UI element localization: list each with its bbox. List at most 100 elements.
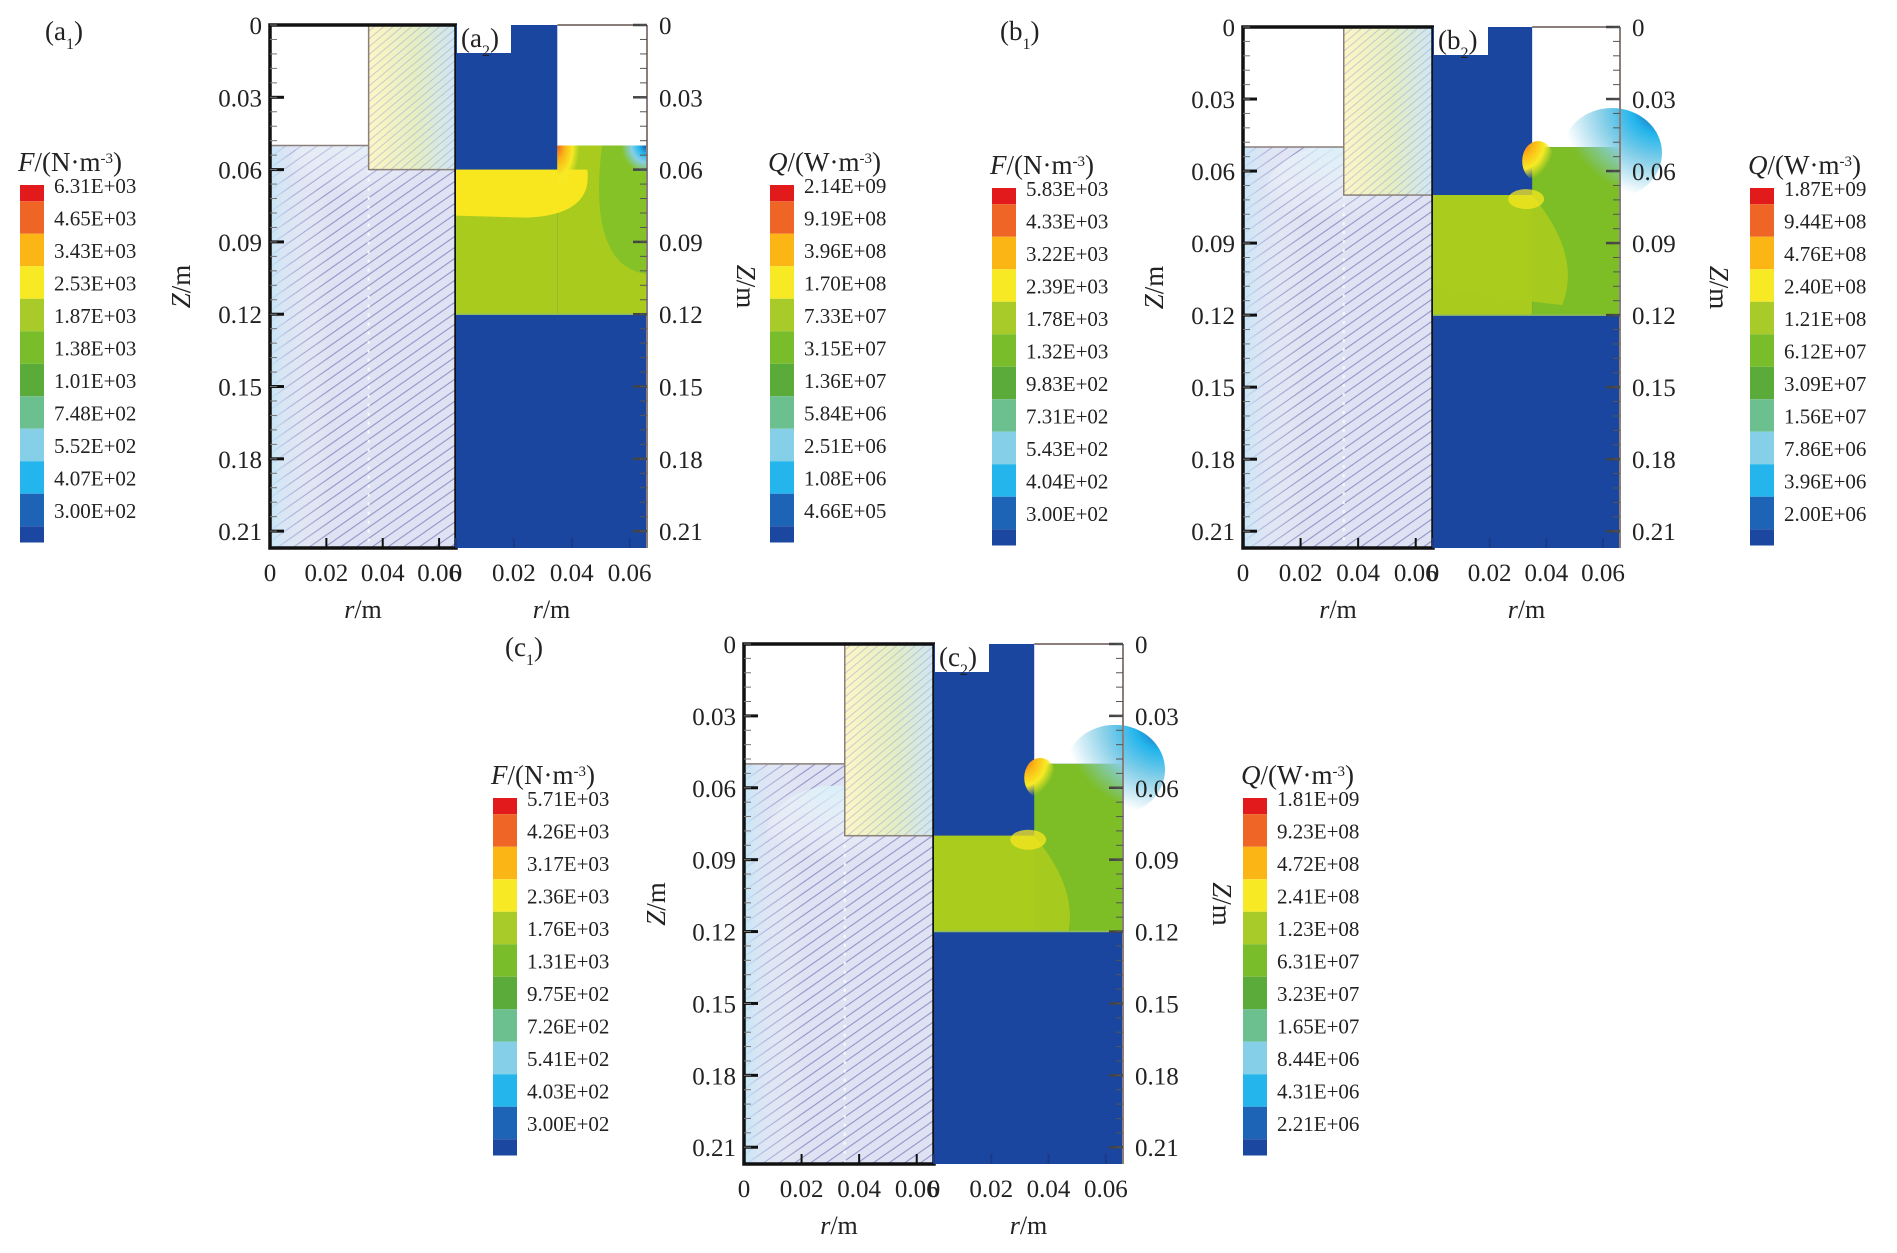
legend-level-label: 7.86E+06 [1784, 437, 1866, 461]
x-axis-title: r/m [533, 595, 571, 624]
legend-c1: F/(N·m-3)5.71E+03 4.26E+03 3.17E+03 2.36E+0… [490, 760, 609, 1156]
legend-swatch [1243, 814, 1267, 847]
legend-level-label: 1.31E+03 [527, 950, 609, 974]
legend-level-label: 2.40E+08 [1784, 275, 1866, 299]
legend-swatch [992, 431, 1016, 465]
legend-swatch [1750, 236, 1774, 270]
y-tick-label-right: 0 [1135, 632, 1148, 659]
legend-swatch [493, 798, 517, 815]
empty-region [744, 644, 845, 764]
x-tick-label: 0 [1427, 560, 1440, 587]
x-tick-label: 0 [450, 560, 463, 587]
legend-level-label: 3.96E+06 [1784, 470, 1866, 494]
legend-level-label: 7.26E+02 [527, 1015, 609, 1039]
y-tick-label: 0.03 [692, 704, 736, 731]
legend-swatch [20, 363, 44, 397]
legend-level-label: 1.38E+03 [54, 337, 136, 361]
legend-swatch [770, 396, 794, 429]
y-tick-label-right: 0.12 [1135, 920, 1179, 947]
y-tick-label-right: 0.12 [1632, 303, 1676, 330]
panel-label-c1: (c1) [505, 632, 543, 669]
legend-swatch [992, 188, 1016, 205]
y-tick-label: 0.03 [218, 85, 262, 112]
y-tick-label: 0.15 [692, 991, 736, 1018]
x-tick-label: 0.04 [1524, 560, 1568, 587]
coil-vectors [844, 644, 934, 836]
legend-swatch [1243, 798, 1267, 815]
legend-swatch [493, 1074, 517, 1107]
panel-label-a1: (a1) [45, 16, 83, 53]
legend-swatch [1243, 1106, 1267, 1140]
y-tick-label: 0.18 [692, 1063, 736, 1090]
plot-b1 [1241, 25, 1435, 550]
legend-level-label: 7.31E+02 [1026, 405, 1108, 429]
legend-swatch [1750, 399, 1774, 432]
y-tick-label: 0.06 [692, 776, 736, 803]
legend-swatch [493, 976, 517, 1010]
legend-level-label: 4.33E+03 [1026, 210, 1108, 234]
y-axis-title-left: Z/m [166, 265, 196, 309]
legend-swatch [1750, 431, 1774, 465]
legend-swatch [1750, 464, 1774, 497]
y-tick-label-right: 0.21 [1632, 519, 1676, 546]
legend-swatch [20, 331, 44, 364]
legend-level-label: 1.87E+03 [54, 304, 136, 328]
legend-level-label: 1.01E+03 [54, 369, 136, 393]
x-tick-label: 0.02 [1279, 560, 1323, 587]
legend-level-label: 4.03E+02 [527, 1080, 609, 1104]
legend-level-label: 1.32E+03 [1026, 340, 1108, 364]
y-tick-label: 0.06 [218, 158, 262, 185]
q-empty-region [557, 25, 647, 146]
legend-swatch [992, 269, 1016, 302]
y-tick-label: 0 [1223, 15, 1236, 42]
y-tick-label: 0 [250, 13, 263, 40]
y-tick-label: 0.15 [218, 375, 262, 402]
legend-a1: F/(N·m-3)6.31E+03 4.65E+03 3.43E+03 2.53E+0… [17, 147, 136, 543]
legend-swatch [1243, 1009, 1267, 1042]
q-cold-corner [1562, 108, 1662, 199]
legend-swatch [992, 529, 1016, 546]
coil-vectors [1343, 27, 1433, 196]
y-tick-label-right: 0.09 [1135, 848, 1179, 875]
legend-swatch [493, 879, 517, 912]
x-axis-title: r/m [1010, 1211, 1048, 1240]
panel-label-backdrop [935, 642, 989, 672]
q-hot-spot [1010, 829, 1047, 850]
legend-level-label: 2.00E+06 [1784, 502, 1866, 526]
legend-swatch [20, 428, 44, 462]
legend-swatch [992, 334, 1016, 367]
legend-b1: F/(N·m-3)5.83E+03 4.33E+03 3.22E+03 2.39E+0… [989, 150, 1108, 546]
legend-swatch [992, 399, 1016, 432]
empty-region [270, 25, 369, 146]
legend-swatch [770, 428, 794, 462]
y-tick-label-right: 0.03 [1135, 704, 1179, 731]
panel-label-b1: (b1) [1000, 16, 1040, 53]
y-tick-label: 0.12 [692, 920, 736, 947]
x-tick-label: 0.06 [608, 560, 652, 587]
q-lower-region [1433, 315, 1620, 548]
x-tick-label: 0.02 [304, 560, 348, 587]
legend-level-label: 8.44E+06 [1277, 1047, 1359, 1071]
legend-level-label: 4.65E+03 [54, 207, 136, 231]
legend-title: F/(N·m-3) [17, 147, 122, 177]
y-tick-label-right: 0.18 [659, 447, 703, 474]
legend-level-label: 3.96E+08 [804, 239, 886, 263]
x-tick-label: 0 [928, 1176, 941, 1203]
x-tick-label: 0.04 [550, 560, 594, 587]
legend-swatch [770, 233, 794, 267]
legend-swatch [1750, 188, 1774, 205]
legend-level-label: 3.00E+02 [1026, 502, 1108, 526]
x-tick-label: 0.06 [1084, 1176, 1128, 1203]
y-tick-label: 0.12 [1191, 303, 1235, 330]
panel-label-a2: (a2) [461, 23, 499, 60]
y-tick-label-right: 0.09 [1632, 231, 1676, 258]
y-axis-title-left: Z/m [1139, 266, 1169, 310]
legend-level-label: 4.26E+03 [527, 820, 609, 844]
axes-a: 00.030.060.090.120.150.180.2100.030.060.… [166, 13, 761, 624]
y-tick-label: 0.15 [1191, 375, 1235, 402]
legend-swatch [20, 298, 44, 332]
y-axis-title-right: Z/m [731, 265, 761, 309]
legend-swatch [770, 461, 794, 494]
legend-swatch [1750, 204, 1774, 237]
